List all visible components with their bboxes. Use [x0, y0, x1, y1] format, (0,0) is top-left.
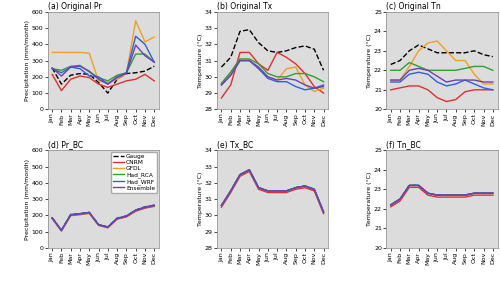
Y-axis label: Precipitation (mm/month): Precipitation (mm/month)	[24, 20, 29, 101]
Y-axis label: Temperature (°C): Temperature (°C)	[367, 172, 372, 226]
Text: (c) Original Tn: (c) Original Tn	[386, 2, 441, 11]
Y-axis label: Temperature (°C): Temperature (°C)	[198, 172, 202, 226]
Text: (e) Tx_BC: (e) Tx_BC	[217, 140, 253, 150]
Text: (d) Pr_BC: (d) Pr_BC	[48, 140, 82, 150]
Text: (f) Tn_BC: (f) Tn_BC	[386, 140, 421, 150]
Legend: Gauge, CNRM, GFDL, Had_RCA, Had_WRF, Ensemble: Gauge, CNRM, GFDL, Had_RCA, Had_WRF, Ens…	[111, 152, 157, 193]
Text: (a) Original Pr: (a) Original Pr	[48, 2, 101, 11]
Y-axis label: Precipitation (mm/month): Precipitation (mm/month)	[24, 158, 29, 240]
Text: (b) Original Tx: (b) Original Tx	[217, 2, 272, 11]
Y-axis label: Temperature (°C): Temperature (°C)	[198, 33, 202, 88]
Y-axis label: Temperature (°C): Temperature (°C)	[367, 33, 372, 88]
